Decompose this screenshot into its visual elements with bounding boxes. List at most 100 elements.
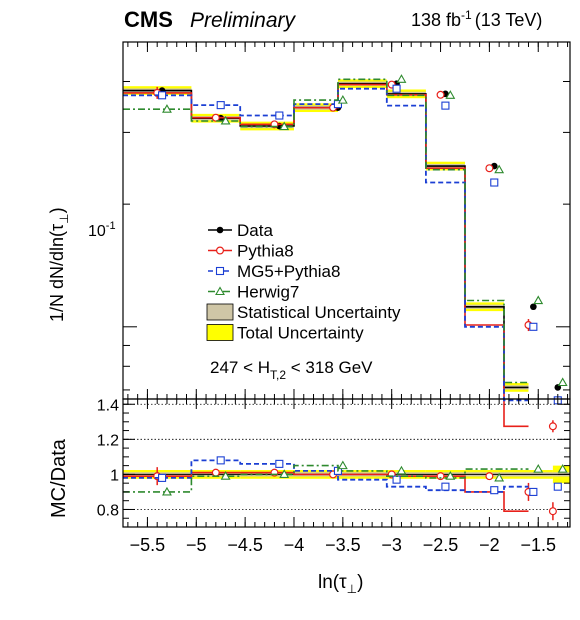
ratio-point-herwig7 <box>396 465 407 475</box>
series-herwig7 <box>123 74 568 387</box>
ratio-point-mg5-pythia8 <box>275 459 284 468</box>
ratio-point-herwig7 <box>533 464 544 473</box>
ratio-y-tick-label: 1.2 <box>97 432 119 449</box>
point-herwig7 <box>279 121 290 131</box>
legend-label: Data <box>237 221 273 240</box>
x-tick-label: −2 <box>479 535 500 555</box>
legend-entry-statistical-uncertainty: Statistical Uncertainty <box>206 303 401 322</box>
legend-label: MG5+Pythia8 <box>237 262 340 281</box>
ratio-point-mg5-pythia8 <box>216 456 225 465</box>
point-pythia8 <box>548 422 557 431</box>
ratio-point-herwig7 <box>445 471 456 480</box>
ht-range-annotation: 247 < HT,2 < 318 GeV <box>210 358 373 382</box>
point-pythia8 <box>211 113 220 122</box>
point-herwig7 <box>533 295 544 305</box>
cms-label: CMS <box>124 7 173 32</box>
lumi-exponent: -1 <box>461 8 472 22</box>
ratio-y-tick-label: 0.8 <box>97 502 119 519</box>
lumi-value: 138 fb <box>411 10 461 30</box>
ratio-y-tick-label: 1 <box>110 467 119 484</box>
ratio-point-pythia8 <box>211 468 220 477</box>
ratio-plot-area <box>123 403 570 521</box>
point-herwig7 <box>557 377 568 387</box>
legend-entry-herwig7: Herwig7 <box>208 283 299 302</box>
legend-swatch <box>206 303 234 321</box>
point-mg5-pythia8 <box>529 322 538 331</box>
x-tick-label: −2.5 <box>423 535 459 555</box>
ratio-point-herwig7 <box>337 460 348 470</box>
ratio-line-mg5-pythia8 <box>123 459 529 493</box>
legend-label: Pythia8 <box>237 242 294 261</box>
ratio-point-mg5-pythia8 <box>490 486 499 495</box>
main-plot-area <box>123 74 568 433</box>
ratio-point-mg5-pythia8 <box>392 475 401 484</box>
legend-entry-data: Data <box>208 221 273 240</box>
lumi-energy: (13 TeV) <box>475 10 543 30</box>
x-tick-label: −3 <box>381 535 402 555</box>
x-tick-label: −3.5 <box>325 535 361 555</box>
line-mg5-pythia8 <box>123 87 529 402</box>
point-pythia8 <box>485 164 494 173</box>
x-tick-label: −1.5 <box>520 535 556 555</box>
legend-label: Total Uncertainty <box>237 324 364 343</box>
ratio-point-herwig7 <box>220 471 231 480</box>
ratio-point-mg5-pythia8 <box>441 482 450 491</box>
point-mg5-pythia8 <box>490 178 499 187</box>
point-herwig7 <box>445 90 456 99</box>
preliminary-label: Preliminary <box>190 9 297 32</box>
ratio-point-pythia8 <box>436 472 445 481</box>
legend-marker <box>215 286 225 296</box>
line-pythia8 <box>123 83 529 428</box>
ratio-point-herwig7 <box>557 464 568 473</box>
point-mg5-pythia8 <box>441 101 450 110</box>
ratio-point-herwig7 <box>494 472 505 482</box>
point-herwig7 <box>220 115 231 125</box>
ratio-point-herwig7 <box>279 469 290 478</box>
x-tick-label: −5.5 <box>130 535 166 555</box>
ratio-point-mg5-pythia8 <box>529 487 538 496</box>
main-panel: 10-1 1/N dN/dln(τ⊥) Data Pythia8MG5+Pythi… <box>47 41 571 433</box>
legend-entry-total-uncertainty: Total Uncertainty <box>206 324 364 343</box>
ratio-axis-ticks: −5.5 −5 −4.5 −4 −3.5 −3 −2.5 −2 −1.5 0.8 1 1.2 1.4 <box>97 397 570 555</box>
x-tick-label: −4.5 <box>227 535 263 555</box>
ratio-point-mg5-pythia8 <box>158 473 167 482</box>
legend-label: Herwig7 <box>237 283 299 302</box>
point-herwig7 <box>337 95 348 104</box>
x-axis-label: ln(τ⊥) <box>318 572 363 596</box>
ratio-frame <box>122 398 571 528</box>
point-pythia8 <box>436 90 445 99</box>
point-mg5-pythia8 <box>216 101 225 110</box>
legend-marker <box>216 246 225 255</box>
legend-marker <box>216 226 224 234</box>
x-tick-label: −4 <box>284 535 305 555</box>
point-herwig7 <box>494 164 505 174</box>
series-pythia8 <box>123 80 557 433</box>
ratio-point-pythia8 <box>485 472 494 481</box>
point-herwig7 <box>162 104 172 113</box>
point-herwig7 <box>396 74 407 83</box>
ratio-point-pythia8 <box>548 507 557 516</box>
ratio-point-herwig7 <box>162 486 172 496</box>
series-data <box>123 80 562 391</box>
legend-label: Statistical Uncertainty <box>237 303 401 322</box>
point-data <box>530 303 537 311</box>
legend-entry-mg5-pythia8: MG5+Pythia8 <box>208 262 340 281</box>
main-y-axis-label: 1/N dN/dln(τ⊥) <box>47 207 71 322</box>
point-mg5-pythia8 <box>275 111 284 120</box>
y-tick-label-0.1: 10-1 <box>88 220 116 240</box>
point-mg5-pythia8 <box>392 84 401 93</box>
series-mg5-pythia8 <box>123 84 562 405</box>
ratio-y-tick-label: 1.4 <box>97 397 119 414</box>
ratio-point-mg5-pythia8 <box>553 482 562 491</box>
ratio-series-herwig7 <box>123 460 568 496</box>
legend-swatch <box>206 324 234 341</box>
ratio-y-axis-label: MC/Data <box>48 438 70 518</box>
luminosity-label: 138 fb-1 (13 TeV) <box>411 8 542 30</box>
ratio-panel: −5.5 −5 −4.5 −4 −3.5 −3 −2.5 −2 −1.5 0.8 1 1.2 1.4 M… <box>48 397 571 596</box>
legend-marker <box>215 266 225 276</box>
line-herwig7 <box>123 78 529 384</box>
legend-entry-pythia8: Pythia8 <box>208 242 294 261</box>
main-axis-ticks <box>123 42 570 399</box>
